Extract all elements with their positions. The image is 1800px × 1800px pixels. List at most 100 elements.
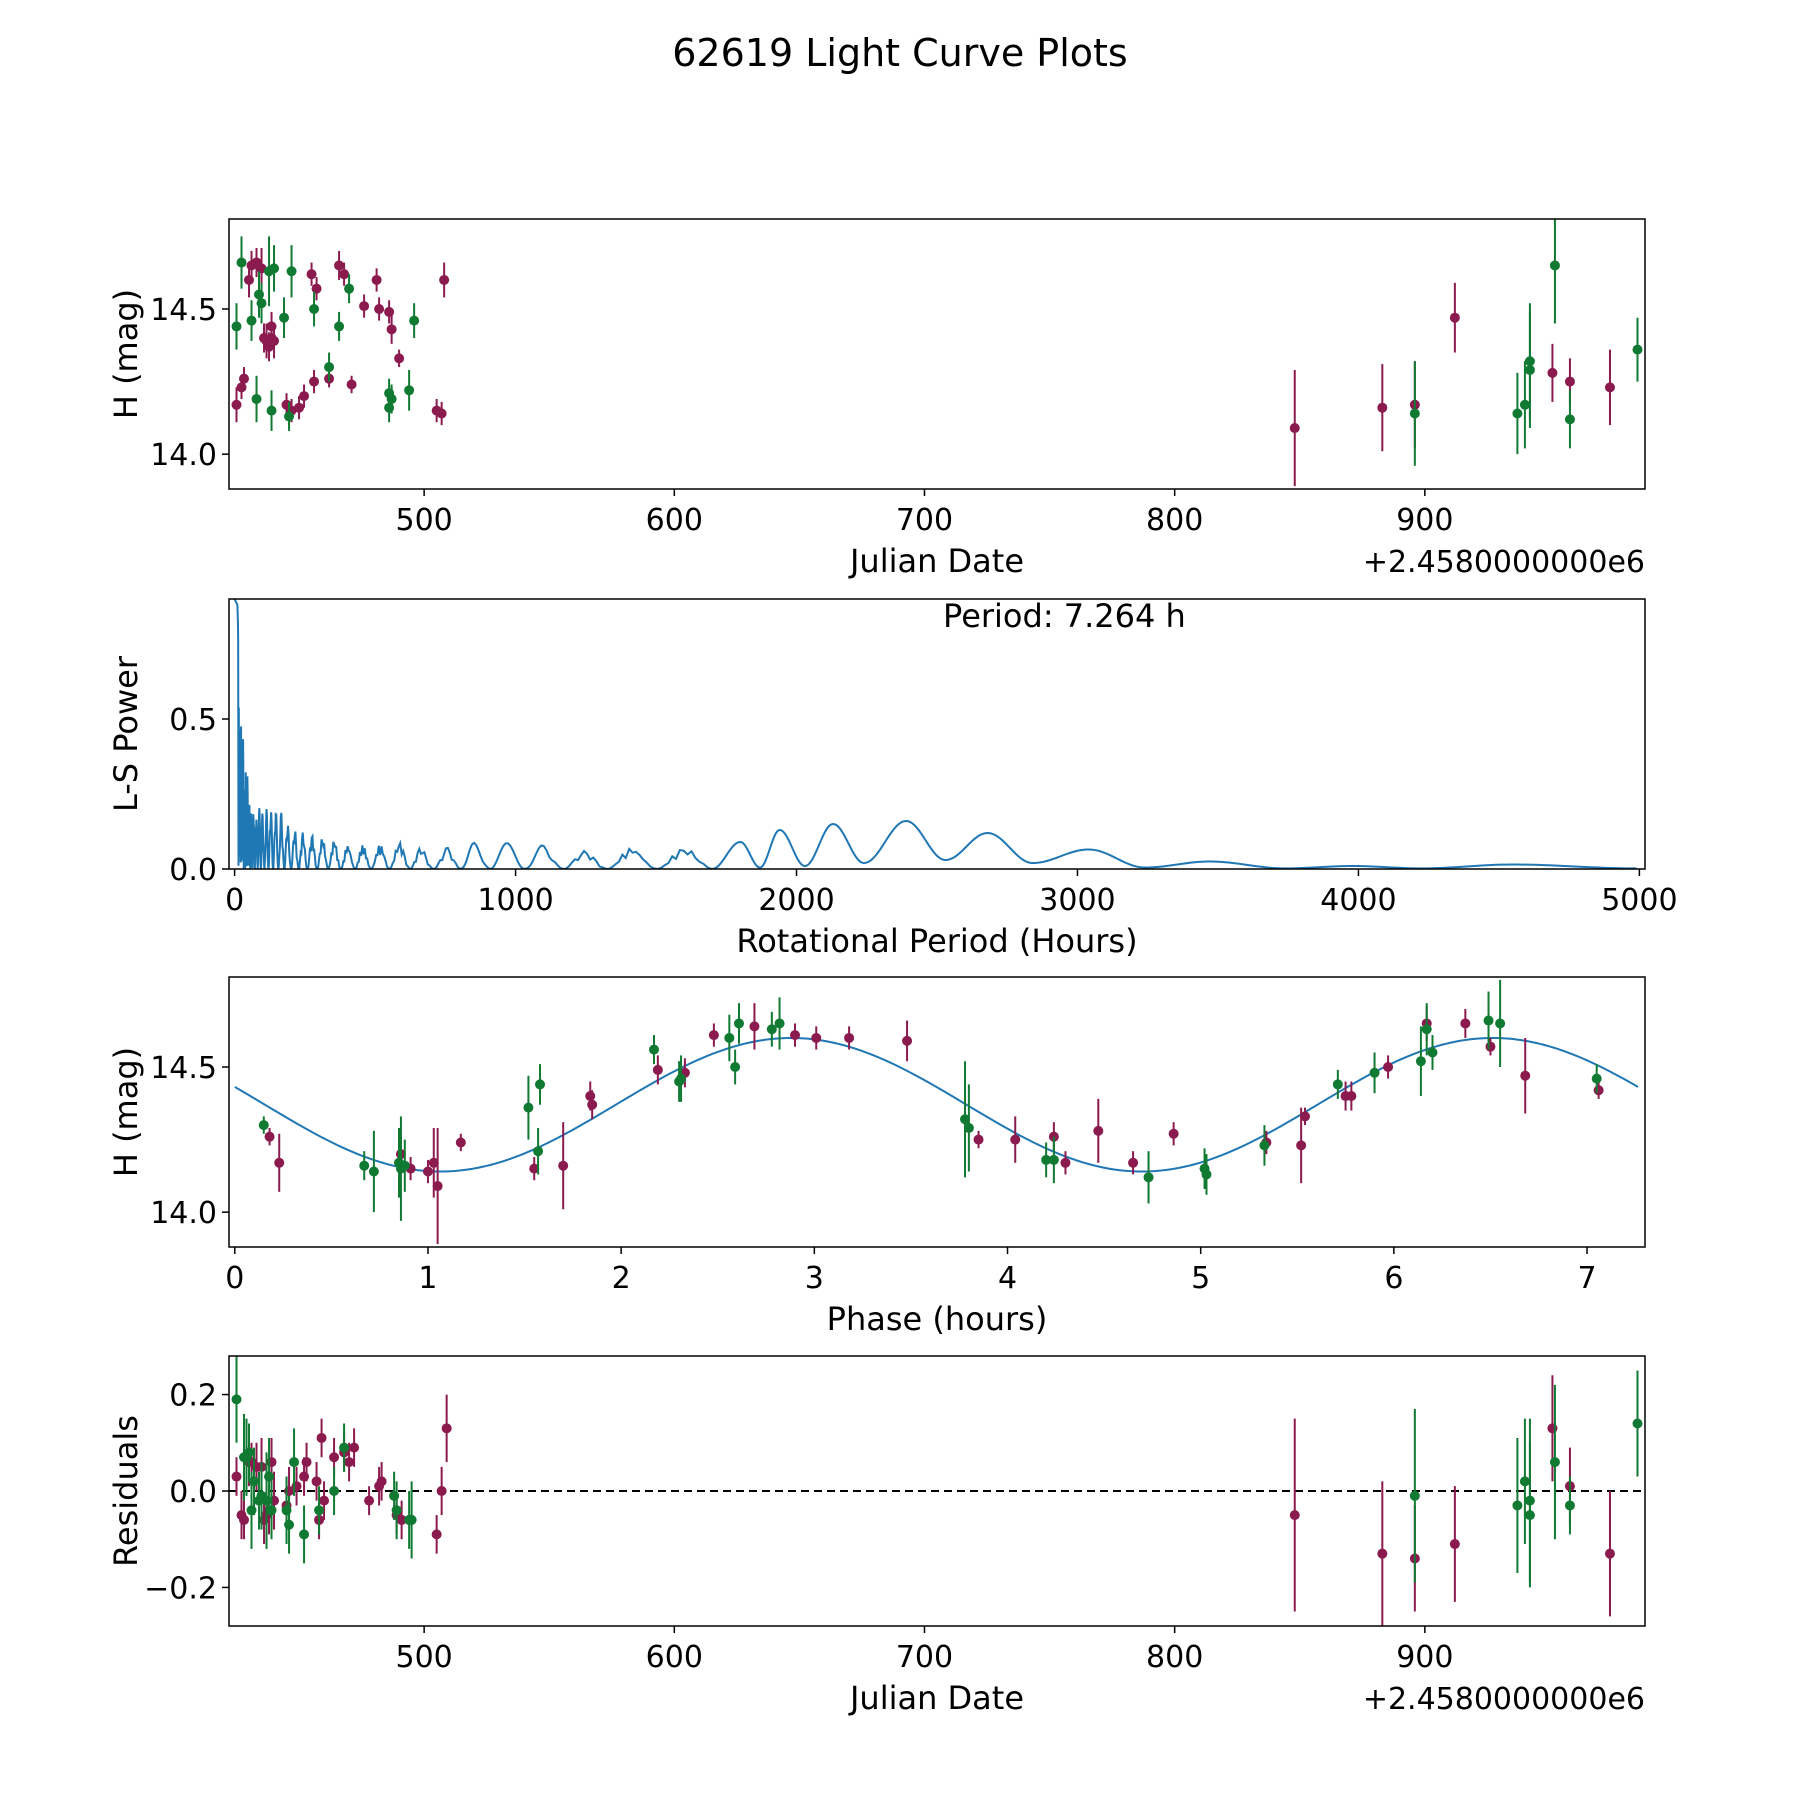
- data-point: [1421, 1024, 1432, 1035]
- data-point: [963, 1122, 974, 1133]
- data-point: [431, 1529, 442, 1540]
- chart-lightcurve: 500 600 700 800 900 14.0 14.5 Julian Date H (mag…: [107, 218, 1646, 580]
- data-point: [274, 1157, 285, 1168]
- data-point: [587, 1099, 598, 1110]
- data-point: [384, 306, 395, 317]
- data-point: [1549, 1457, 1560, 1468]
- data-point: [266, 405, 277, 416]
- data-point: [231, 1394, 242, 1405]
- data-point: [359, 301, 370, 312]
- data-point: [1346, 1091, 1357, 1102]
- x-tick-label: 600: [646, 1640, 703, 1675]
- y-tick-label: 0.5: [169, 703, 217, 738]
- data-point: [1296, 1140, 1307, 1151]
- data-point: [535, 1079, 546, 1090]
- data-point: [409, 315, 420, 326]
- data-point: [1512, 1500, 1523, 1511]
- x-tick-label: 2000: [758, 883, 834, 918]
- data-point: [1060, 1157, 1071, 1168]
- data-point: [339, 1442, 350, 1453]
- data-point: [368, 1166, 379, 1177]
- data-point: [766, 1024, 777, 1035]
- data-point: [239, 1514, 250, 1525]
- data-point: [533, 1146, 544, 1157]
- data-point: [1512, 408, 1523, 419]
- x-offset-label: +2.4580000000e6: [1363, 1682, 1645, 1717]
- x-axis-label: Julian Date: [848, 1679, 1024, 1717]
- data-point: [404, 385, 415, 396]
- data-point: [339, 269, 350, 280]
- data-point: [1010, 1134, 1021, 1145]
- data-point: [344, 1457, 355, 1468]
- chart-residuals: 500 600 700 800 900 −0.2 0.0 0.2 Julian Date Resi…: [107, 1355, 1646, 1717]
- data-point: [406, 1514, 417, 1525]
- data-point: [251, 394, 262, 404]
- y-axis-label: H (mag): [107, 1047, 145, 1177]
- data-point: [708, 1030, 719, 1041]
- data-point: [1128, 1157, 1139, 1168]
- data-point: [334, 260, 345, 271]
- data-point: [256, 298, 267, 309]
- x-tick-label: 800: [1146, 503, 1203, 538]
- data-point: [730, 1062, 741, 1072]
- x-tick-label: 7: [1577, 1261, 1596, 1296]
- data-point: [1201, 1169, 1212, 1180]
- y-tick-label: 0.0: [169, 1475, 217, 1510]
- data-point: [319, 1495, 330, 1506]
- data-point: [436, 1486, 447, 1496]
- plot-area: [234, 979, 1639, 1245]
- data-point: [316, 1432, 327, 1443]
- data-point: [299, 1529, 310, 1540]
- x-offset-label: +2.4580000000e6: [1363, 545, 1645, 580]
- data-point: [279, 312, 290, 323]
- data-point: [236, 257, 247, 268]
- data-point: [1332, 1079, 1343, 1090]
- data-point: [441, 1423, 452, 1434]
- plot-area: [233, 599, 1637, 869]
- data-point: [676, 1073, 687, 1084]
- data-point: [294, 402, 305, 413]
- axes-frame: [228, 598, 1646, 870]
- data-point: [299, 391, 310, 402]
- data-point: [1427, 1047, 1438, 1058]
- data-point: [359, 1160, 370, 1171]
- x-axis-label: Rotational Period (Hours): [736, 922, 1137, 960]
- data-point: [1519, 399, 1530, 410]
- y-tick-label: 14.5: [150, 293, 217, 328]
- x-tick-label: 2: [612, 1261, 631, 1296]
- series-green: [231, 219, 1643, 466]
- data-point: [301, 1457, 312, 1468]
- data-point: [396, 1514, 407, 1525]
- data-point: [1143, 1172, 1154, 1183]
- data-point: [1289, 1510, 1300, 1521]
- data-point: [284, 411, 295, 422]
- data-point: [349, 1442, 360, 1453]
- x-tick-label: 5000: [1601, 883, 1677, 918]
- data-point: [1168, 1128, 1179, 1139]
- data-point: [239, 373, 250, 384]
- data-point: [246, 315, 257, 326]
- data-point: [1415, 1056, 1426, 1067]
- y-tick-label: 14.5: [150, 1051, 217, 1086]
- data-point: [249, 1476, 260, 1487]
- data-point: [1483, 1015, 1494, 1026]
- figure-title: 62619 Light Curve Plots: [672, 31, 1127, 75]
- x-tick-label: 700: [896, 1640, 953, 1675]
- data-point: [386, 394, 397, 404]
- data-point: [244, 1447, 255, 1458]
- data-point: [266, 1505, 277, 1516]
- data-point: [256, 263, 267, 274]
- data-point: [309, 304, 320, 314]
- x-axis-label: Julian Date: [848, 542, 1024, 580]
- series-green: [258, 979, 1602, 1221]
- data-point: [1041, 1154, 1052, 1165]
- data-point: [844, 1032, 855, 1043]
- data-point: [1377, 402, 1388, 413]
- data-point: [749, 1021, 760, 1032]
- data-point: [371, 274, 382, 285]
- chart-periodogram: 0 1000 2000 3000 4000 5000 0.0 0.5 Rotational Pe…: [107, 597, 1678, 960]
- data-point: [733, 1018, 744, 1029]
- data-point: [399, 1160, 410, 1171]
- data-point: [1369, 1067, 1380, 1078]
- data-point: [1632, 1418, 1643, 1429]
